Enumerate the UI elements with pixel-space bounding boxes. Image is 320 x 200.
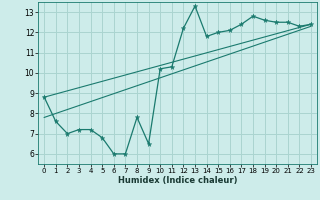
X-axis label: Humidex (Indice chaleur): Humidex (Indice chaleur) — [118, 176, 237, 185]
